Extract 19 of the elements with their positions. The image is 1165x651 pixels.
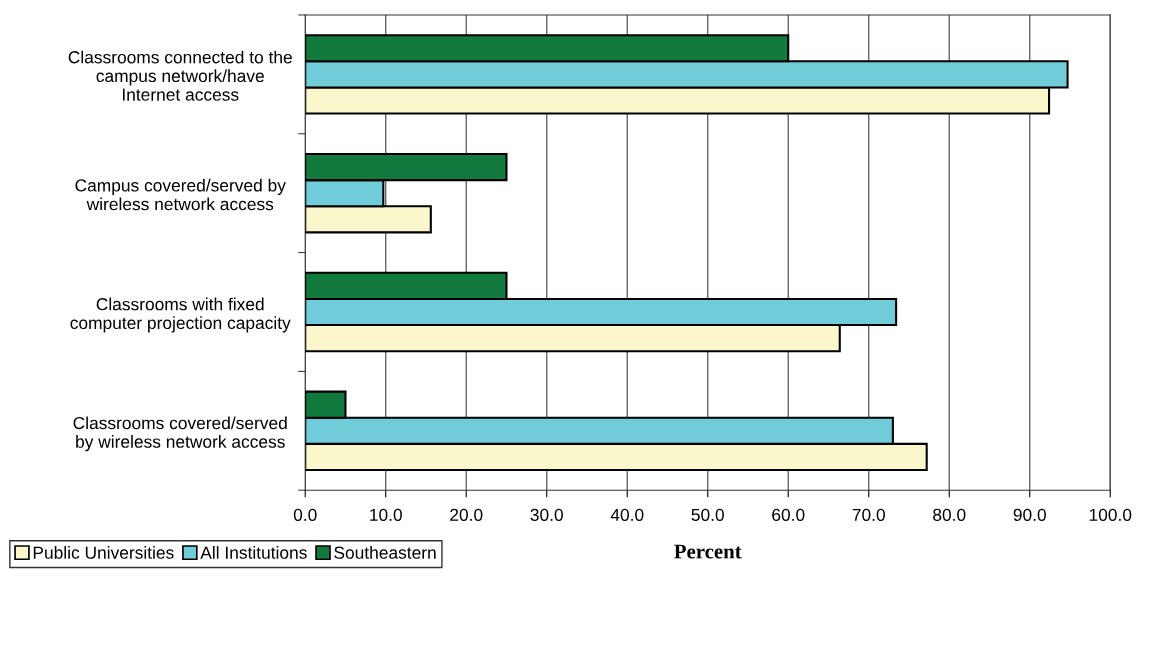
x-tick-label: 100.0 (1089, 508, 1132, 522)
y-tick-label: Campus covered/served by wireless network access (75, 178, 286, 211)
x-tick-label: 10.0 (370, 508, 402, 522)
legend-label: Public Universities (33, 546, 174, 559)
x-tick-label: 30.0 (530, 508, 563, 522)
y-tick-label: Classrooms covered/served by wireless network access (73, 416, 287, 452)
y-tick-label: Classrooms with fixed computer projection capacity (70, 297, 291, 333)
x-tick-label: 0.0 (293, 508, 317, 522)
x-tick-label: 50.0 (691, 508, 724, 522)
x-axis-title: Percent (674, 544, 742, 559)
x-tick-label: 70.0 (852, 508, 885, 522)
x-tick-label: 90.0 (1013, 508, 1046, 522)
legend-label: Southeastern (334, 546, 436, 559)
legend-label: All Institutions (200, 546, 307, 559)
x-tick-label: 60.0 (772, 508, 805, 522)
x-tick-label: 80.0 (933, 508, 966, 522)
y-tick-label: Classrooms connected to the campus network/have Internet access (68, 50, 292, 101)
x-tick-label: 40.0 (610, 508, 644, 522)
x-tick-label: 20.0 (450, 508, 483, 522)
